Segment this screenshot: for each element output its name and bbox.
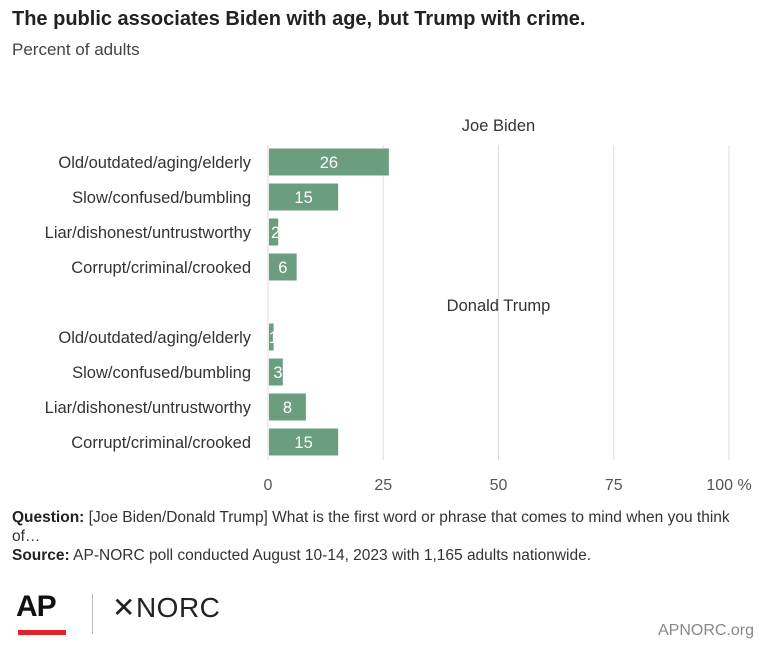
bar: [269, 183, 339, 211]
bar-value-label: 6: [278, 259, 287, 277]
category-label: Corrupt/criminal/crooked: [71, 259, 251, 277]
bar-value-label: 1: [269, 329, 278, 347]
x-tick-label: 50: [490, 477, 508, 494]
category-label: Slow/confused/bumbling: [72, 189, 251, 207]
x-tick-label: 75: [605, 477, 623, 494]
bar: [269, 148, 389, 176]
question-text: [Joe Biden/Donald Trump] What is the fir…: [12, 509, 730, 545]
bar: [269, 218, 279, 246]
bar-value-label: 15: [294, 434, 312, 452]
bar-value-label: 2: [271, 224, 280, 242]
source-note: Source: AP-NORC poll conducted August 10…: [12, 546, 752, 565]
source-text: AP-NORC poll conducted August 10-14, 202…: [73, 547, 592, 564]
category-label: Old/outdated/aging/elderly: [58, 154, 251, 172]
footer-logos: AP ✕NORC APNORC.org: [14, 590, 754, 640]
chart-title: The public associates Biden with age, bu…: [12, 8, 586, 30]
category-label: Corrupt/criminal/crooked: [71, 434, 251, 452]
question-label: Question:: [12, 509, 85, 526]
bar-value-label: 26: [320, 154, 338, 172]
x-tick-label: 25: [374, 477, 392, 494]
site-link[interactable]: APNORC.org: [657, 622, 754, 639]
panel-title: Donald Trump: [447, 297, 551, 315]
ap-logo: AP: [16, 590, 57, 623]
bar-value-label: 8: [283, 399, 292, 417]
bar-value-label: 3: [273, 364, 282, 382]
logo-divider: [92, 594, 93, 634]
chart-subtitle: Percent of adults: [12, 40, 140, 59]
source-label: Source:: [12, 547, 70, 564]
ap-logo-underline: [18, 630, 66, 635]
category-label: Liar/dishonest/untrustworthy: [45, 399, 252, 417]
bar: [269, 323, 274, 351]
panel-title: Joe Biden: [462, 117, 535, 135]
chart-notes: Question: [Joe Biden/Donald Trump] What …: [12, 508, 752, 565]
category-label: Old/outdated/aging/elderly: [58, 329, 251, 347]
bar-value-label: 15: [294, 189, 312, 207]
x-tick-label: 100 %: [706, 477, 751, 494]
x-tick-label: 0: [264, 477, 273, 494]
norc-logo: ✕NORC: [112, 592, 221, 623]
question-note: Question: [Joe Biden/Donald Trump] What …: [12, 508, 752, 546]
bar: [269, 393, 306, 421]
category-label: Liar/dishonest/untrustworthy: [45, 224, 252, 242]
bar: [269, 358, 283, 386]
bar: [269, 428, 339, 456]
category-label: Slow/confused/bumbling: [72, 364, 251, 382]
bar: [269, 253, 297, 281]
bar-chart: 0 25 50 75 100 % Joe Biden Old/outdated/aging/…: [45, 117, 752, 494]
